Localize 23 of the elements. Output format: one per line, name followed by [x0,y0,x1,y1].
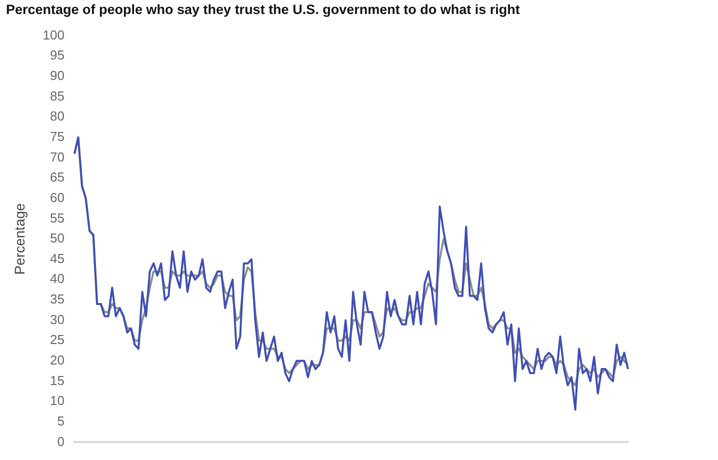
y-tick-label: 30 [50,312,64,327]
y-tick-label: 40 [50,271,64,286]
y-axis-title: Percentage [11,202,28,275]
y-tick-label: 90 [50,68,64,84]
y-tick-label: 10 [50,393,64,408]
y-tick-label: 95 [50,48,64,63]
y-tick-label: 80 [50,108,64,124]
y-tick-label: 60 [50,190,64,205]
y-tick-label: 75 [50,128,64,144]
y-tick-label: 65 [50,170,64,185]
y-tick-label: 0 [57,434,64,449]
y-tick-label: 55 [50,210,64,226]
y-tick-label: 70 [50,149,64,164]
y-tick-label: 5 [57,413,64,428]
y-tick-label: 20 [50,352,64,368]
y-tick-label: 45 [50,250,64,266]
y-tick-label: 15 [50,372,64,388]
y-tick-label: 25 [50,332,64,348]
y-tick-label: 35 [50,292,64,307]
y-tick-label: 50 [50,230,64,246]
chart-title: Percentage of people who say they trust the U.S. government to do what is right [6,2,520,17]
y-tick-label: 85 [50,88,64,104]
y-tick-label: 100 [42,27,64,42]
